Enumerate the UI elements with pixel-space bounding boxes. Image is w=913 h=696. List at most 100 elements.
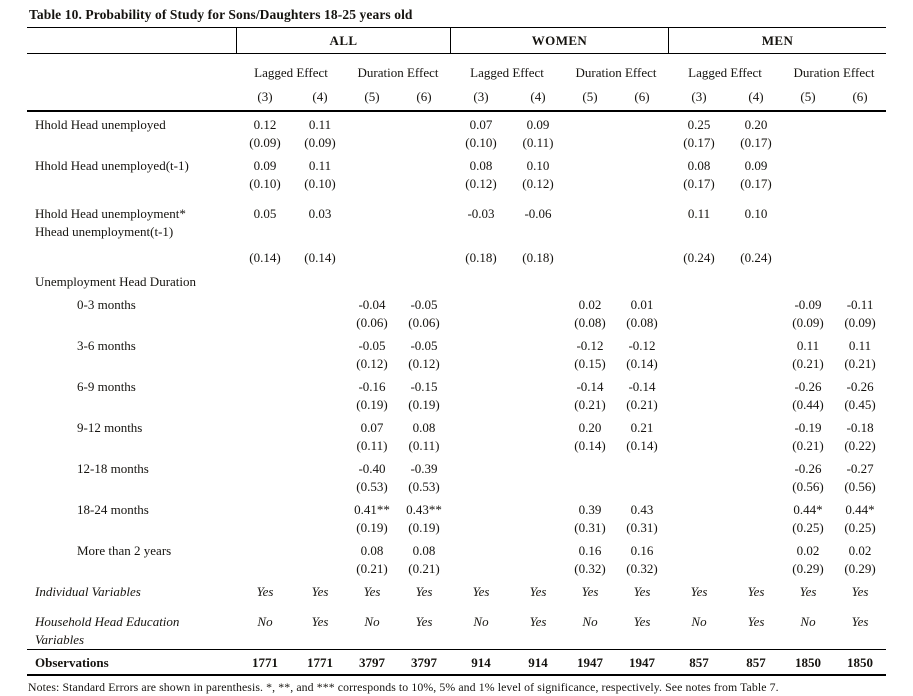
se-cell — [236, 355, 294, 373]
se-cell — [346, 134, 398, 152]
se-cell — [512, 396, 564, 414]
coef-cell — [668, 373, 730, 396]
row-label: 18-24 months — [77, 502, 149, 517]
observations-cell: 3797 — [346, 649, 398, 676]
row-label: Hhold Head unemployed — [35, 117, 166, 132]
coef-cell — [236, 496, 294, 519]
coef-cell: -0.05 — [410, 297, 438, 312]
se-cell: (0.09) — [792, 315, 824, 330]
se-cell: (0.21) — [792, 438, 824, 453]
se-cell — [512, 478, 564, 496]
standard-error-row: (0.12) (0.12) (0.15) (0.14) (0.21) (0.21) — [27, 355, 886, 373]
coef-cell — [450, 332, 512, 355]
se-cell — [564, 241, 616, 267]
coef-cell — [564, 193, 616, 241]
coef-cell — [346, 152, 398, 175]
coefficient-row: 6-9 months -0.16 -0.15 -0.14 -0.14 -0.26 -0.26 — [27, 373, 886, 396]
value-cell: No — [473, 614, 489, 629]
coef-cell — [730, 373, 782, 396]
se-cell — [782, 134, 834, 152]
coef-cell: 0.20 — [744, 117, 768, 132]
se-cell — [450, 560, 512, 578]
row-label: 0-3 months — [77, 297, 136, 312]
se-cell: (0.10) — [304, 176, 336, 191]
se-cell — [730, 560, 782, 578]
observations-cell: 1771 — [294, 649, 346, 676]
column-number: (3) — [668, 83, 731, 112]
coef-cell — [616, 455, 668, 478]
coef-cell: -0.05 — [358, 338, 386, 353]
coef-cell: 0.02 — [578, 297, 602, 312]
column-number: (3) — [236, 83, 294, 112]
row-label: 3-6 months — [77, 338, 136, 353]
group-header-women: WOMEN — [450, 28, 669, 54]
value-cell: Yes — [256, 584, 274, 599]
standard-error-row: (0.21) (0.21) (0.32) (0.32) (0.29) (0.29) — [27, 560, 886, 578]
se-cell: (0.15) — [574, 356, 606, 371]
coef-cell: -0.12 — [628, 338, 656, 353]
se-cell: (0.09) — [249, 135, 281, 150]
coef-cell: 0.41** — [354, 502, 390, 517]
column-number: (4) — [294, 83, 346, 112]
se-cell: (0.14) — [304, 250, 336, 265]
coef-cell: -0.03 — [467, 206, 495, 221]
coef-cell: 0.16 — [630, 543, 654, 558]
observations-row: Observations 1771 1771 3797 3797 914 914 1947 19… — [27, 649, 887, 676]
standard-error-row: (0.09) (0.09) (0.10) (0.11) (0.17) (0.17) — [27, 134, 886, 152]
value-cell: Yes — [799, 584, 817, 599]
se-cell — [294, 314, 346, 332]
group-header-all: ALL — [236, 28, 450, 54]
coef-cell: 0.10 — [526, 158, 550, 173]
coef-cell — [512, 291, 564, 314]
se-cell: (0.53) — [408, 479, 440, 494]
row-label: 9-12 months — [77, 420, 143, 435]
se-cell: (0.25) — [792, 520, 824, 535]
coef-cell — [564, 112, 616, 134]
coef-cell — [834, 112, 886, 134]
se-cell: (0.21) — [626, 397, 658, 412]
coef-cell — [236, 537, 294, 560]
se-cell — [512, 314, 564, 332]
se-cell — [294, 519, 346, 537]
coef-cell — [294, 455, 346, 478]
section-label: Unemployment Head Duration — [35, 274, 197, 289]
se-cell — [236, 478, 294, 496]
table-notes: Notes: Standard Errors are shown in pare… — [28, 680, 779, 694]
value-cell: Yes — [529, 614, 547, 629]
observations-cell: 3797 — [398, 649, 450, 676]
table-title: Table 10. Probability of Study for Sons/… — [27, 5, 886, 28]
se-cell — [668, 355, 730, 373]
coef-cell: -0.14 — [576, 379, 604, 394]
coef-cell — [512, 537, 564, 560]
se-cell: (0.12) — [465, 176, 497, 191]
coef-cell — [668, 537, 730, 560]
coef-cell: 0.25 — [687, 117, 711, 132]
coef-cell — [782, 152, 834, 175]
value-cell: No — [582, 614, 598, 629]
coef-cell — [564, 455, 616, 478]
coef-cell — [730, 332, 782, 355]
coef-cell — [236, 373, 294, 396]
table-header: ALL WOMEN MEN Lagged Effect Duration Effect L… — [27, 28, 887, 112]
observations-cell: 1850 — [834, 649, 887, 676]
se-cell — [782, 175, 834, 193]
se-cell — [668, 519, 730, 537]
value-cell: Yes — [415, 584, 433, 599]
standard-error-row: (0.11) (0.11) (0.14) (0.14) (0.21) (0.22) — [27, 437, 886, 455]
coef-cell: -0.11 — [846, 297, 874, 312]
row-label — [27, 241, 236, 267]
row-label: More than 2 years — [77, 543, 172, 558]
coef-cell — [834, 193, 886, 241]
observations-cell: 1771 — [236, 649, 294, 676]
value-cell: Yes — [363, 584, 381, 599]
se-cell: (0.17) — [740, 176, 772, 191]
se-cell: (0.06) — [408, 315, 440, 330]
coefficient-row: Hhold Head unemployment* Hhead unemployme… — [27, 193, 886, 241]
se-cell: (0.09) — [844, 315, 876, 330]
se-cell: (0.45) — [844, 397, 876, 412]
value-cell: Yes — [633, 614, 651, 629]
row-label: Hhold Head unemployed(t-1) — [35, 158, 189, 173]
coef-cell: 0.08 — [412, 543, 436, 558]
coef-cell — [668, 496, 730, 519]
